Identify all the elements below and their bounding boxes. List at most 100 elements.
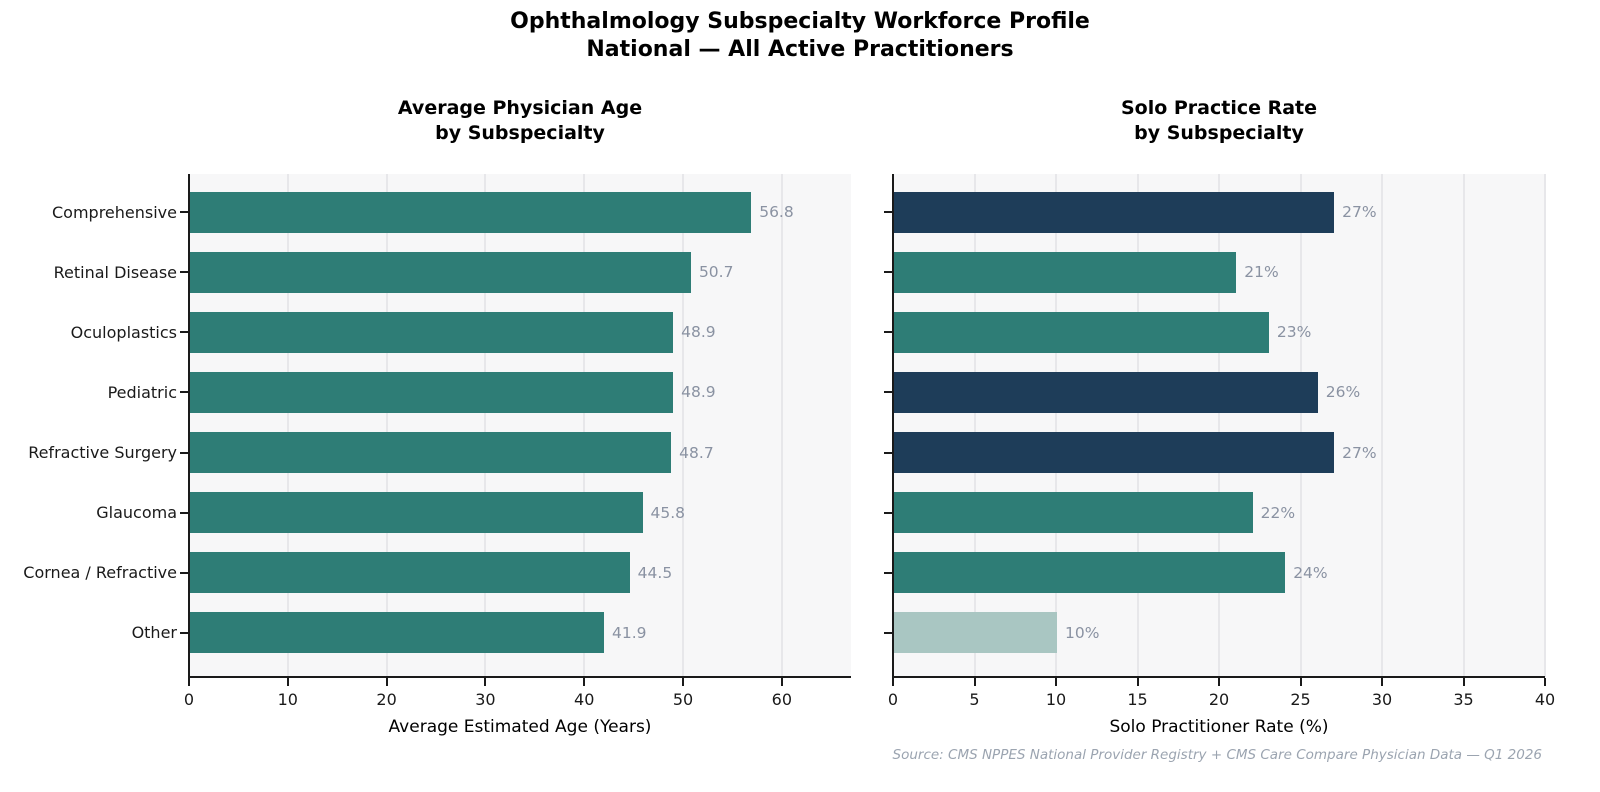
x-tick-mark <box>1136 678 1139 686</box>
x-tick-mark <box>973 678 976 686</box>
y-tick-mark <box>180 451 189 454</box>
y-tick-mark <box>884 271 893 274</box>
bar <box>190 552 630 594</box>
subplot-title: Average Physician Age by Subspecialty <box>189 96 851 146</box>
bar-value-label: 45.8 <box>650 503 686 522</box>
bar <box>190 432 672 474</box>
y-tick-label: Refractive Surgery <box>28 443 177 463</box>
y-tick-mark <box>884 571 893 574</box>
bar <box>190 191 752 233</box>
bar <box>894 311 1269 353</box>
bar-value-label: 24% <box>1293 563 1328 582</box>
bar-value-label: 48.7 <box>679 443 714 462</box>
x-axis-spine <box>892 676 1545 678</box>
bar <box>894 492 1253 534</box>
y-tick-mark <box>180 631 189 634</box>
main-title-line1: Ophthalmology Subspecialty Workforce Pro… <box>510 9 1090 34</box>
y-tick-mark <box>180 271 189 274</box>
gridline <box>973 174 976 677</box>
bar <box>190 311 674 353</box>
y-tick-label: Glaucoma <box>96 503 177 523</box>
x-tick-mark <box>1218 678 1220 686</box>
bar <box>190 251 691 293</box>
x-tick-mark <box>583 678 586 686</box>
bar <box>190 492 643 534</box>
chart-main-title: Ophthalmology Subspecialty Workforce Pro… <box>0 8 1600 64</box>
x-tick-label: 20 <box>376 690 397 709</box>
y-tick-label: Oculoplastics <box>70 322 177 342</box>
x-tick-label: 5 <box>969 690 980 709</box>
x-tick-label: 50 <box>672 690 694 709</box>
y-tick-label: Retinal Disease <box>53 262 177 282</box>
main-title-line2: National — All Active Practitioners <box>586 37 1014 62</box>
x-tick-label: 40 <box>574 690 595 709</box>
gridline <box>1055 174 1057 677</box>
y-tick-mark <box>884 331 893 334</box>
bar-value-label: 26% <box>1325 383 1361 402</box>
bar <box>894 432 1335 474</box>
bar-value-label: 27% <box>1342 443 1377 462</box>
bar-value-label: 48.9 <box>681 383 716 402</box>
bar <box>894 612 1057 654</box>
x-axis-label: Solo Practitioner Rate (%) <box>1109 717 1329 737</box>
x-tick-mark <box>1462 678 1465 686</box>
gridline <box>1544 174 1546 677</box>
x-tick-label: 40 <box>1534 690 1556 709</box>
x-tick-label: 0 <box>183 690 195 709</box>
bar <box>894 552 1286 594</box>
x-tick-mark <box>484 678 487 686</box>
x-tick-mark <box>892 678 894 686</box>
bar <box>894 371 1318 413</box>
gridline <box>1381 174 1383 677</box>
bar-value-label: 21% <box>1244 263 1279 282</box>
x-tick-label: 10 <box>277 690 298 709</box>
x-tick-mark <box>1299 678 1302 686</box>
y-tick-mark <box>180 331 189 334</box>
x-tick-mark <box>682 678 685 686</box>
y-tick-mark <box>884 631 893 634</box>
gridline <box>682 174 685 677</box>
x-tick-label: 30 <box>1371 690 1393 709</box>
y-tick-mark <box>884 511 893 514</box>
y-tick-label: Comprehensive <box>52 202 177 222</box>
x-tick-mark <box>1055 678 1057 686</box>
x-tick-label: 10 <box>1045 690 1067 709</box>
y-tick-mark <box>180 391 189 394</box>
bar <box>190 371 674 413</box>
x-tick-mark <box>385 678 388 686</box>
bar-value-label: 50.7 <box>698 263 734 282</box>
y-tick-label: Cornea / Refractive <box>23 563 177 583</box>
gridline <box>1218 174 1220 677</box>
bar <box>894 191 1335 233</box>
y-axis-spine <box>188 174 190 678</box>
bar <box>190 612 604 654</box>
bar-value-label: 44.5 <box>637 563 673 582</box>
bar-value-label: 10% <box>1065 623 1100 642</box>
bar-value-label: 56.8 <box>759 203 794 221</box>
x-tick-mark <box>1544 678 1546 686</box>
subplot-title-line1: Average Physician Age <box>397 97 643 119</box>
bar-value-label: 22% <box>1260 503 1296 522</box>
x-axis-spine <box>188 676 851 678</box>
y-tick-mark <box>180 571 189 574</box>
x-tick-label: 60 <box>771 690 792 709</box>
gridline <box>583 174 586 677</box>
bar-value-label: 27% <box>1342 203 1377 221</box>
x-tick-label: 25 <box>1290 690 1311 709</box>
gridline <box>484 174 487 677</box>
y-tick-mark <box>884 211 893 213</box>
bar <box>894 251 1237 293</box>
y-tick-mark <box>884 451 893 454</box>
x-tick-label: 35 <box>1453 690 1474 709</box>
subplot-title-line1: Solo Practice Rate <box>1120 97 1318 119</box>
x-tick-mark <box>188 678 190 686</box>
gridline <box>1462 174 1465 677</box>
gridline <box>286 174 289 677</box>
bar-value-label: 23% <box>1276 323 1312 342</box>
gridline <box>780 174 783 677</box>
x-tick-mark <box>286 678 289 686</box>
x-tick-label: 20 <box>1208 690 1230 709</box>
bar-value-label: 48.9 <box>681 323 716 342</box>
y-tick-label: Other <box>131 623 177 643</box>
